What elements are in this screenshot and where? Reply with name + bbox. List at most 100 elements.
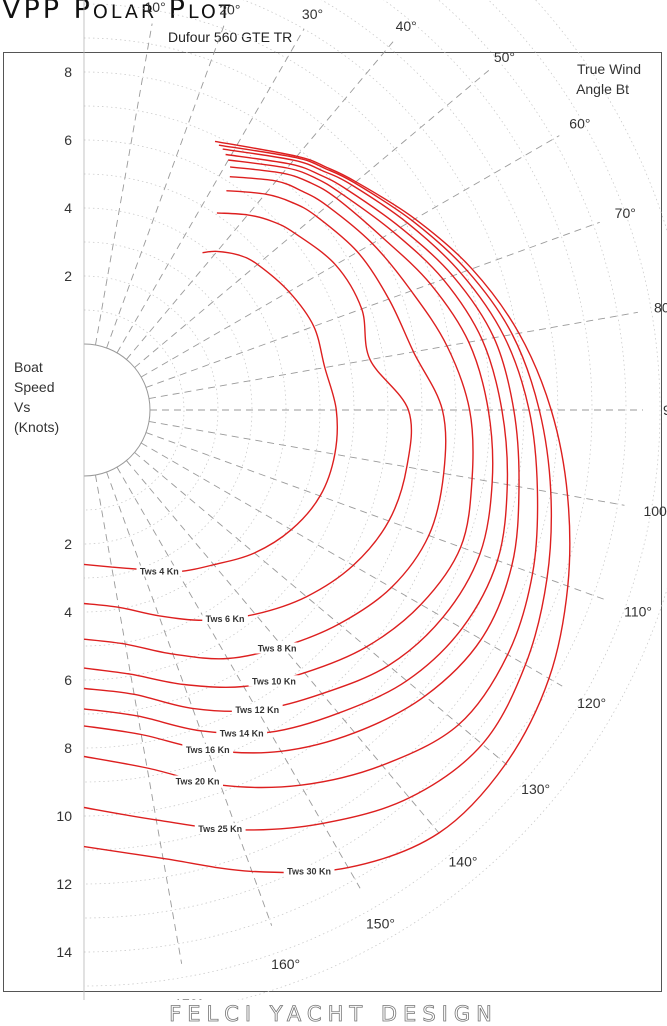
hub-circle [83, 343, 151, 477]
spoke-170 [95, 474, 183, 964]
series-label-5: Tws 12 Kn [235, 705, 279, 715]
angle-label-60: 60° [569, 116, 590, 132]
series-label-8: Tws 20 Kn [176, 777, 220, 787]
spoke-10 [95, 23, 153, 346]
radial-tick-upper-4: 4 [64, 200, 72, 216]
series-label-bg-6 [216, 727, 268, 739]
grid-ring-12 [83, 0, 559, 885]
angular-axis-title-line-2: Angle Bt [576, 81, 629, 97]
angle-label-150: 150° [366, 916, 395, 932]
spoke-110 [145, 432, 607, 601]
series-label-bg-4 [248, 675, 300, 687]
grid-ring-9 [83, 37, 457, 783]
angle-label-10: 10° [145, 0, 166, 15]
spoke-130 [134, 452, 508, 766]
series-labels: Tws 4 Kn Tws 6 Kn Tws 8 Kn Tws 10 Kn Tws 12 … [136, 565, 335, 877]
radial-tick-lower-2: 2 [64, 536, 72, 552]
series-label-2: Tws 6 Kn [206, 614, 245, 624]
series-label-bg-2 [202, 613, 248, 625]
angle-label-160: 160° [271, 956, 300, 972]
series-label-10: Tws 30 Kn [287, 866, 331, 876]
radial-axis-title-line-1: Boat [14, 359, 43, 375]
angle-label-100: 100° [643, 503, 667, 519]
radial-tick-lower-6: 6 [64, 672, 72, 688]
angle-label-140: 140° [449, 854, 478, 870]
grid-ring-15 [83, 0, 661, 987]
grid-ring-11 [83, 0, 525, 851]
radial-tick-lower-12: 12 [56, 876, 72, 892]
series-label-3: Tws 8 Kn [258, 643, 297, 653]
series-label-1: Tws 4 Kn [140, 567, 179, 577]
spoke-50 [134, 70, 490, 368]
series-layer [83, 140, 571, 874]
grid-ring-14 [83, 0, 627, 953]
radial-axis-title-line-4: (Knots) [14, 419, 59, 435]
series-label-7: Tws 16 Kn [186, 745, 230, 755]
series-label-bg-3 [254, 642, 300, 654]
series-label-bg-10 [283, 865, 335, 877]
series-label-bg-7 [182, 743, 234, 755]
series-label-bg-9 [194, 823, 246, 835]
series-curve-10 [83, 140, 571, 874]
polar-plot: Tws 4 Kn Tws 6 Kn Tws 8 Kn Tws 10 Kn Tws 12 … [14, 0, 667, 1000]
grid-ring-7 [83, 105, 389, 715]
angle-label-30: 30° [302, 6, 323, 22]
grid-ring-16 [237, 0, 667, 1000]
angle-labels: 10° 20° 30° 40° 50° 60° 70° 80° 90° 100° 110° 120° 1… [145, 0, 667, 1000]
series-curve-1 [83, 250, 338, 573]
spoke-40 [126, 41, 394, 360]
angular-axis-title-line-1: True Wind [577, 61, 641, 77]
radial-tick-lower-10: 10 [56, 808, 72, 824]
radial-tick-upper-8: 8 [64, 64, 72, 80]
page-subtitle: Dufour 560 GTE TR [168, 29, 293, 45]
chart-frame [3, 52, 662, 992]
angle-label-80: 80° [654, 300, 667, 316]
series-label-bg-5 [231, 704, 283, 716]
angle-label-50: 50° [494, 49, 515, 65]
spoke-60 [140, 135, 560, 378]
angle-label-130: 130° [521, 781, 550, 797]
spoke-150 [116, 466, 361, 889]
radial-axis-title-line-3: Vs [14, 399, 30, 415]
radial-tick-lower-14: 14 [56, 944, 72, 960]
grid-ring-5 [83, 173, 321, 647]
grid-ring-13 [83, 0, 593, 919]
grid-ring-2 [83, 275, 219, 545]
spoke-30 [116, 28, 305, 354]
grid-ring-4 [83, 207, 287, 613]
angle-label-90: 90° [663, 402, 667, 418]
series-label-6: Tws 14 Kn [220, 728, 264, 738]
series-label-bg-8 [172, 775, 223, 787]
series-curve-2 [83, 212, 413, 622]
series-curve-8 [83, 148, 539, 789]
grid-ring-8 [83, 71, 423, 749]
series-label-4: Tws 10 Kn [252, 676, 296, 686]
footer-brand: FELCI YACHT DESIGN [169, 1002, 498, 1026]
series-label-bg-1 [136, 565, 183, 577]
spoke-120 [140, 442, 563, 687]
radial-tick-upper-6: 6 [64, 132, 72, 148]
angle-label-40: 40° [396, 18, 417, 34]
page-title: VPP Polar Plot [2, 0, 234, 25]
grid-ring-1 [83, 309, 185, 511]
series-curve-7 [83, 153, 520, 754]
radial-axis-title-line-2: Speed [14, 379, 54, 395]
spoke-70 [145, 221, 600, 388]
grid-ring-3 [83, 241, 253, 579]
grid-rings [83, 0, 667, 1000]
radial-tick-lower-8: 8 [64, 740, 72, 756]
spoke-80 [148, 311, 638, 399]
angle-label-20: 20° [219, 1, 240, 17]
radial-tick-lower-4: 4 [64, 604, 72, 620]
spoke-160 [106, 471, 273, 926]
spoke-20 [106, 25, 225, 349]
series-curve-4 [83, 176, 474, 689]
grid-ring-6 [83, 139, 355, 681]
angle-label-120: 120° [577, 695, 606, 711]
series-label-9: Tws 25 Kn [198, 824, 242, 834]
spoke-100 [148, 421, 625, 506]
angle-label-70: 70° [615, 205, 636, 221]
radial-ticks: 2 4 6 8 2 4 6 8 10 12 14 [56, 64, 72, 960]
angle-label-170: 170° [174, 996, 203, 1000]
radial-tick-upper-2: 2 [64, 268, 72, 284]
